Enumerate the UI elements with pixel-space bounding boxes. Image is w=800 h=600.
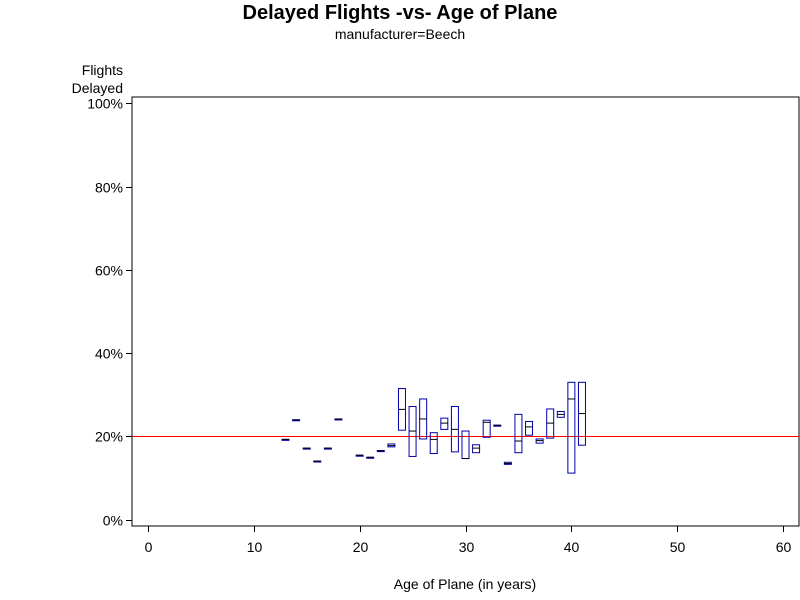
box-mark: [525, 420, 534, 436]
x-tick-label: 20: [353, 539, 369, 555]
box-mark: [567, 381, 576, 474]
x-axis-label: Age of Plane (in years): [393, 576, 537, 592]
y-tick-label: 0%: [103, 513, 123, 529]
box-mark: [429, 432, 438, 455]
chart-subtitle: manufacturer=Beech: [334, 26, 466, 42]
y-tick-label: 60%: [95, 263, 123, 279]
box-mark: [514, 413, 523, 454]
box-mark: [472, 444, 481, 454]
y-axis-label-line-1: Flights: [81, 62, 123, 78]
y-tick-label: 80%: [95, 180, 123, 196]
box-mark: [482, 419, 491, 438]
x-tick-label: 0: [145, 539, 153, 555]
x-tick-label: 30: [459, 539, 475, 555]
box-mark: [461, 430, 470, 460]
x-tick-label: 40: [564, 539, 580, 555]
y-tick-label: 40%: [95, 346, 123, 362]
x-tick-label: 50: [670, 539, 686, 555]
y-tick-label: 20%: [95, 429, 123, 445]
x-tick-label: 10: [247, 539, 263, 555]
y-tick-label: 100%: [87, 96, 123, 112]
y-axis-label: Flights Delayed: [72, 61, 123, 97]
y-axis-label-line-2: Delayed: [71, 80, 123, 96]
plot-frame: [131, 96, 800, 527]
box-mark: [440, 417, 449, 430]
x-tick-label: 60: [776, 539, 792, 555]
chart-title: Delayed Flights -vs- Age of Plane: [242, 2, 558, 24]
